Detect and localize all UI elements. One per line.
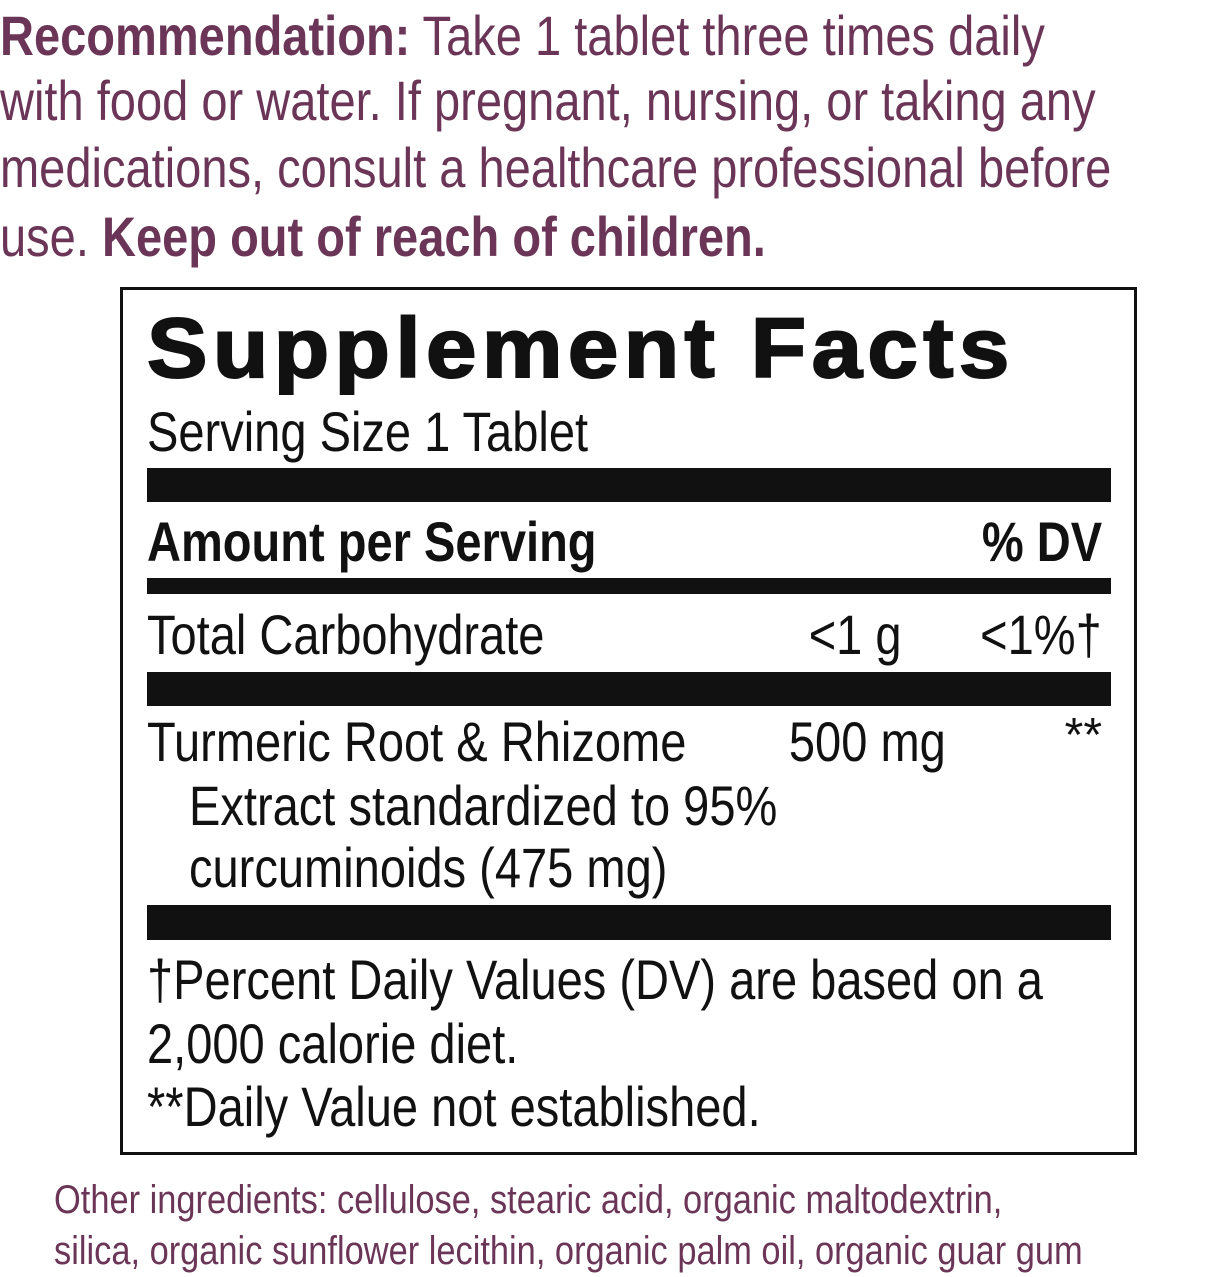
row-amount: 500 mg bbox=[789, 710, 946, 773]
row-amount: <1 g bbox=[809, 603, 902, 666]
row-name: Turmeric Root & Rhizome bbox=[147, 710, 687, 773]
divider-thick bbox=[147, 672, 1111, 706]
other-ingredients-line-1: Other ingredients: cellulose, stearic ac… bbox=[54, 1178, 1003, 1222]
warning: Keep out of reach of children. bbox=[101, 205, 766, 268]
divider-thick bbox=[147, 468, 1111, 502]
row-name: Total Carbohydrate bbox=[147, 603, 545, 666]
recommendation-line-3: medications, consult a healthcare profes… bbox=[0, 136, 1112, 199]
row-dv: ** bbox=[1064, 709, 1102, 762]
recommendation-line-1: Recommendation: Take 1 tablet three time… bbox=[0, 8, 1045, 64]
supplement-facts-panel bbox=[120, 287, 1137, 1155]
other-ingredients-line-2: silica, organic sunflower lecithin, orga… bbox=[54, 1229, 1083, 1273]
recommendation-text: Take 1 tablet three times daily bbox=[410, 4, 1045, 67]
footnote: 2,000 calorie diet. bbox=[147, 1012, 519, 1075]
recommendation-text: use. bbox=[0, 205, 102, 268]
divider-medium bbox=[147, 578, 1111, 594]
recommendation-line-2: with food or water. If pregnant, nursing… bbox=[0, 69, 1096, 132]
recommendation-label: Recommendation: bbox=[0, 4, 411, 67]
row-subtext: Extract standardized to 95% bbox=[189, 774, 778, 837]
row-subtext: curcuminoids (475 mg) bbox=[189, 836, 668, 899]
header-dv: % DV bbox=[981, 510, 1102, 573]
footnote: †Percent Daily Values (DV) are based on … bbox=[147, 948, 1043, 1011]
serving-size: Serving Size 1 Tablet bbox=[147, 400, 589, 463]
facts-title: Supplement Facts bbox=[146, 301, 1015, 395]
header-amount: Amount per Serving bbox=[147, 510, 597, 573]
recommendation-line-4: use. Keep out of reach of children. bbox=[0, 209, 766, 265]
footnote: **Daily Value not established. bbox=[147, 1075, 761, 1138]
row-dv: <1%† bbox=[980, 603, 1102, 666]
divider-thick bbox=[147, 905, 1111, 940]
